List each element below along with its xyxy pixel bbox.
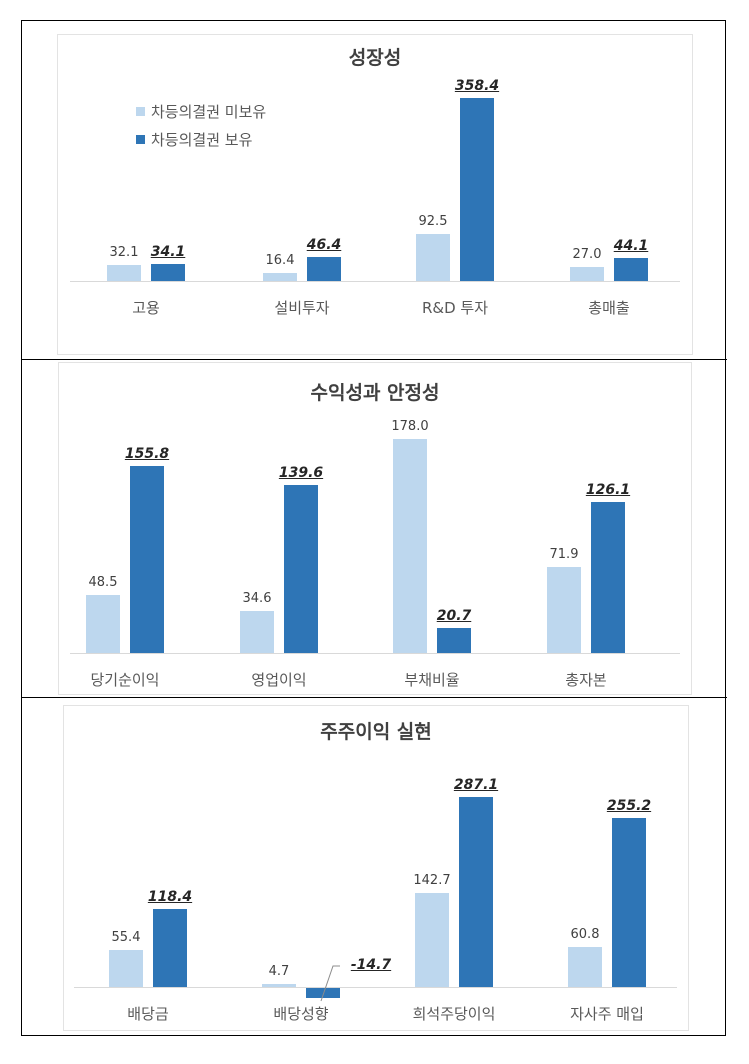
bar-without-dual-class: [86, 594, 120, 653]
data-label: 4.7: [268, 963, 290, 979]
data-label: 34.1: [150, 243, 186, 260]
bar-with-dual-class: [307, 257, 341, 281]
chart-growth: 성장성 차등의결권 미보유 차등의결권 보유 32.1 34.1 고용 16.4 46.…: [57, 34, 693, 355]
bar-with-dual-class: [460, 97, 494, 281]
bar-with-dual-class: [459, 796, 493, 987]
category-label: R&D 투자: [421, 299, 489, 317]
bar-with-dual-class: [612, 818, 646, 987]
data-label: 118.4: [147, 888, 193, 905]
category-label: 영업이익: [251, 671, 307, 689]
data-label: -14.7: [350, 957, 392, 973]
category-label: 배당금: [127, 1005, 169, 1023]
data-label: 126.1: [585, 481, 631, 498]
data-label: 46.4: [306, 237, 342, 254]
chart-title: 주주이익 실현: [320, 721, 432, 743]
data-label: 139.6: [278, 465, 324, 482]
figure-border: [21, 20, 726, 1036]
legend: 차등의결권 미보유 차등의결권 보유: [136, 97, 266, 153]
legend-swatch-light: [136, 106, 145, 116]
bar-without-dual-class: [415, 892, 449, 987]
bar-without-dual-class: [570, 267, 604, 281]
data-label: 178.0: [391, 419, 429, 435]
x-axis-line: [70, 281, 680, 282]
bar-without-dual-class: [568, 946, 602, 987]
bar-with-dual-class: [284, 485, 318, 653]
category-label: 배당성향: [273, 1005, 329, 1023]
data-label: 55.4: [111, 930, 141, 946]
data-label: 155.8: [124, 446, 170, 463]
category-label: 고용: [132, 299, 160, 317]
data-label: 142.7: [413, 872, 451, 888]
legend-item-without: 차등의결권 미보유: [136, 97, 266, 125]
x-axis-line: [74, 987, 677, 988]
category-label: 총매출: [588, 299, 630, 317]
category-label: 당기순이익: [90, 671, 160, 689]
bar-without-dual-class: [263, 272, 297, 281]
legend-label: 차등의결권 미보유: [151, 102, 267, 121]
data-label: 32.1: [109, 244, 139, 260]
bar-with-dual-class: [437, 628, 471, 653]
bar-with-dual-class: [614, 258, 648, 281]
bar-without-dual-class: [109, 950, 143, 987]
category-label: 총자본: [565, 671, 607, 689]
chart-title: 성장성: [348, 47, 402, 69]
category-label: 설비투자: [274, 299, 330, 317]
panel-divider: [21, 697, 727, 698]
data-label: 358.4: [454, 77, 500, 94]
data-label: 255.2: [606, 798, 652, 815]
bar-without-dual-class: [107, 264, 141, 281]
x-axis-line: [70, 653, 680, 654]
data-label: 44.1: [613, 238, 649, 255]
chart-shareholder-return: 주주이익 실현 55.4 118.4 배당금 4.7 -14.7 배당성향 142.7 287…: [63, 705, 689, 1031]
data-label: 92.5: [418, 213, 448, 229]
category-label: 희석주당이익: [412, 1005, 496, 1023]
bar-with-dual-class: [153, 908, 187, 987]
data-label: 34.6: [242, 591, 272, 607]
data-label: 71.9: [549, 546, 579, 562]
data-label: 20.7: [436, 608, 472, 625]
category-label: 부채비율: [404, 671, 460, 689]
bar-with-dual-class: [306, 988, 340, 998]
data-label: 60.8: [570, 926, 600, 942]
category-label: 자사주 매입: [570, 1005, 644, 1023]
chart-title: 수익성과 안정성: [310, 382, 440, 404]
bar-without-dual-class: [416, 233, 450, 281]
bar-without-dual-class: [393, 439, 427, 653]
bar-without-dual-class: [240, 611, 274, 653]
legend-label: 차등의결권 보유: [151, 130, 253, 149]
bar-with-dual-class: [151, 263, 185, 281]
data-label: 27.0: [572, 247, 602, 263]
bar-with-dual-class: [591, 501, 625, 653]
bar-without-dual-class: [547, 566, 581, 653]
data-label: 287.1: [453, 776, 499, 793]
data-label: 48.5: [88, 574, 118, 590]
panel-divider: [21, 359, 727, 360]
data-label: 16.4: [265, 252, 295, 268]
bar-with-dual-class: [130, 466, 164, 653]
legend-item-with: 차등의결권 보유: [136, 125, 266, 153]
bar-without-dual-class: [262, 983, 296, 987]
chart-profitability: 수익성과 안정성 48.5 155.8 당기순이익 34.6 139.6 영업이익 178.…: [58, 362, 692, 695]
legend-swatch-dark: [136, 134, 145, 144]
leader-line: [320, 965, 340, 1002]
